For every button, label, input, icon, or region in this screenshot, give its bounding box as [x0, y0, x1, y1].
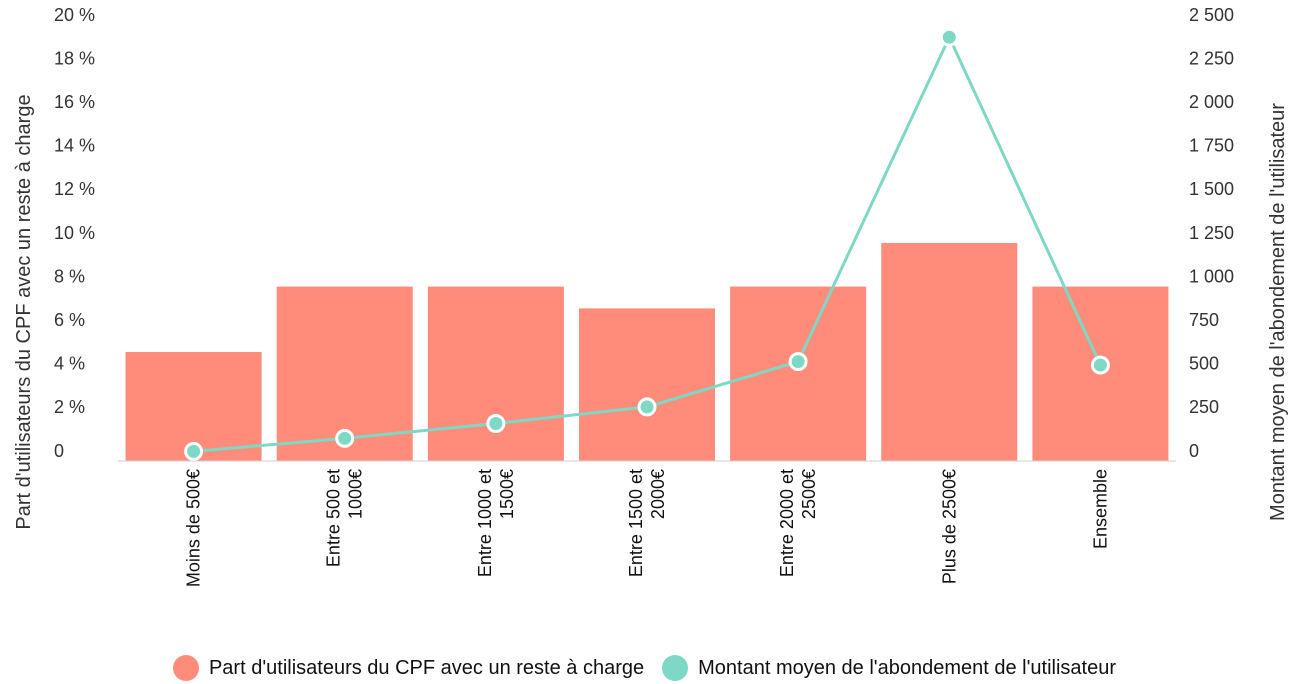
y-right-tick-label: 1 750 [1189, 136, 1234, 156]
category-label-line: Plus de 2500€ [939, 469, 959, 584]
left-axis-ticks: 0 2 % 4 % 6 % 8 % 10 % 12 % 14 % 16 % 18 % 20 % [54, 5, 95, 461]
y-left-tick-label: 14 % [54, 136, 95, 156]
y-left-tick-label: 8 % [54, 266, 85, 286]
y-right-tick-label: 500 [1189, 354, 1219, 374]
y-right-axis-title: Montant moyen de l'abondement de l'utili… [1267, 103, 1289, 521]
category-label-line: Entre 1000 et [475, 469, 495, 577]
y-left-tick-label: 18 % [54, 48, 95, 68]
legend-swatch-bar [172, 655, 199, 681]
bar[interactable] [881, 243, 1018, 461]
category-label-line: Moins de 500€ [184, 469, 204, 587]
y-right-tick-label: 750 [1189, 310, 1219, 330]
y-right-tick-label: 1 250 [1189, 223, 1234, 243]
line-point[interactable] [788, 352, 808, 372]
y-left-axis-title: Part d'utilisateurs du CPF avec un reste… [13, 94, 35, 529]
right-axis-ticks: 0 250 500 750 1 000 1 250 1 500 1 750 2 000 2 250… [1189, 5, 1234, 461]
y-left-tick-label: 20 % [54, 5, 95, 25]
line-series [184, 27, 1110, 461]
category-label: Ensemble [1090, 469, 1110, 549]
category-label-line: Entre 500 et [324, 469, 344, 567]
legend-label-line: Montant moyen de l'abondement de l'utili… [698, 656, 1117, 679]
y-left-tick-label: 10 % [54, 223, 95, 243]
combo-chart: 0 2 % 4 % 6 % 8 % 10 % 12 % 14 % 16 % 18 % 20 % 0 2… [13, 5, 1289, 587]
bar-series [125, 243, 1169, 461]
bar[interactable] [578, 308, 716, 461]
category-label-line: Entre 2000 et [777, 469, 797, 577]
y-right-tick-label: 0 [1189, 441, 1199, 461]
y-right-tick-label: 2 000 [1189, 92, 1234, 112]
y-right-tick-label: 2 250 [1189, 48, 1234, 68]
category-labels: Moins de 500€ Entre 500 et 1000€ Entre 1000… [184, 469, 1111, 587]
line-point[interactable] [486, 414, 506, 434]
category-label-line: 2500€ [799, 469, 819, 519]
y-left-tick-label: 0 [54, 441, 64, 461]
category-label: Moins de 500€ [184, 469, 204, 587]
line-point[interactable] [335, 428, 355, 448]
bar[interactable] [427, 286, 564, 461]
category-label: Plus de 2500€ [939, 469, 959, 584]
category-label: Entre 2000 et 2500€ [777, 469, 819, 577]
y-right-tick-label: 2 500 [1189, 5, 1234, 25]
y-right-tick-label: 1 000 [1189, 266, 1234, 286]
legend-swatch-line [662, 655, 689, 681]
category-label-line: 1000€ [346, 469, 366, 519]
y-right-tick-label: 1 500 [1189, 179, 1234, 199]
legend-label-bar: Part d'utilisateurs du CPF avec un reste… [208, 656, 645, 679]
y-left-tick-label: 2 % [54, 397, 85, 417]
legend-item-bar[interactable]: Part d'utilisateurs du CPF avec un reste… [172, 655, 645, 681]
y-right-tick-label: 250 [1189, 397, 1219, 417]
y-left-tick-label: 4 % [54, 354, 85, 374]
category-label: Entre 500 et 1000€ [324, 469, 366, 567]
category-label-line: 2000€ [648, 469, 668, 519]
line-point[interactable] [1090, 355, 1110, 375]
y-left-tick-label: 16 % [54, 92, 95, 112]
bar[interactable] [730, 286, 867, 461]
y-left-tick-label: 12 % [54, 179, 95, 199]
line-point[interactable] [939, 27, 959, 47]
line-point[interactable] [637, 397, 657, 417]
category-label-line: 1500€ [497, 469, 517, 519]
category-label: Entre 1500 et 2000€ [626, 469, 668, 577]
line-point[interactable] [184, 441, 204, 461]
category-label-line: Entre 1500 et [626, 469, 646, 577]
legend-item-line[interactable]: Montant moyen de l'abondement de l'utili… [662, 655, 1116, 681]
category-label-line: Ensemble [1090, 469, 1110, 549]
legend: Part d'utilisateurs du CPF avec un reste… [0, 652, 1289, 684]
y-left-tick-label: 6 % [54, 310, 85, 330]
category-label: Entre 1000 et 1500€ [475, 469, 517, 577]
